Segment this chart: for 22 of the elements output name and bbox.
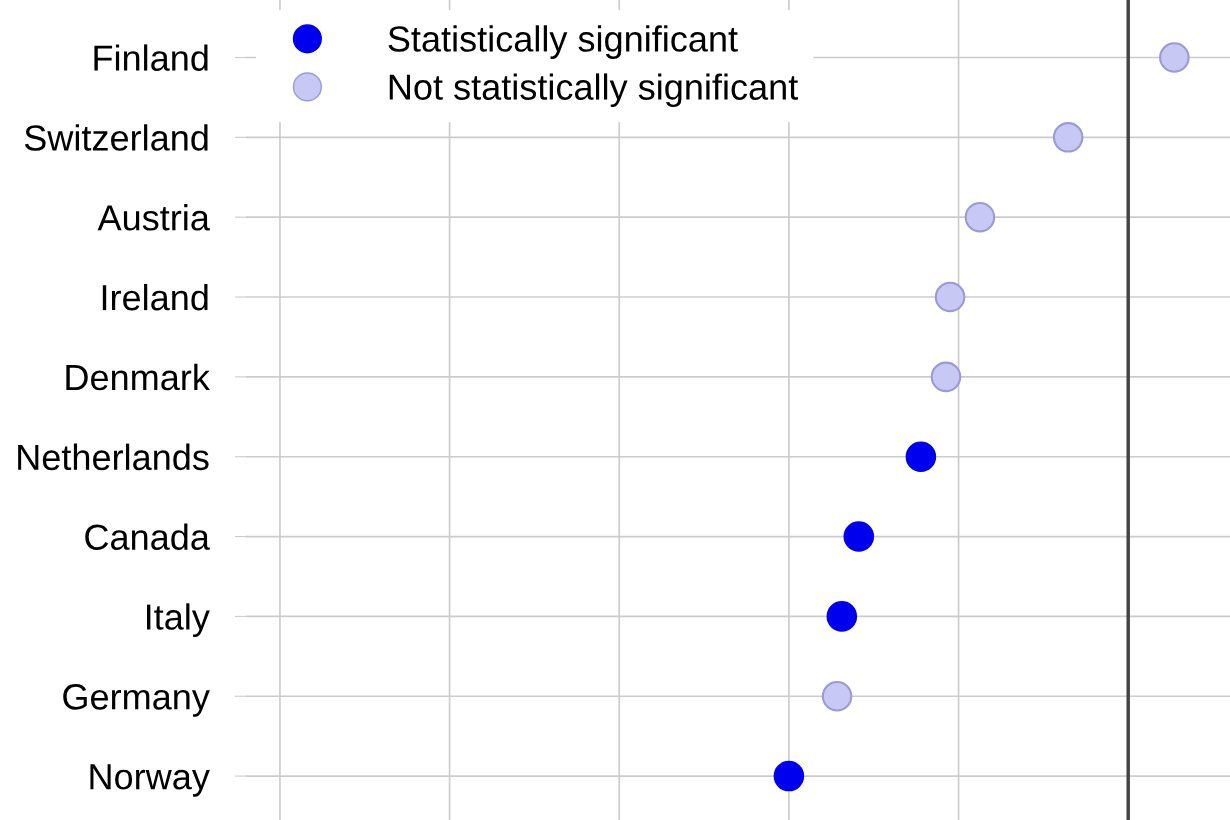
point	[1052, 122, 1084, 153]
point	[843, 521, 875, 552]
y-tick-label: Austria	[97, 204, 210, 231]
point	[934, 281, 966, 313]
y-tick-label: Canada	[85, 523, 210, 550]
y-tick-label: Netherlands	[18, 443, 209, 471]
y-tick-label: Finland	[94, 44, 208, 71]
point	[826, 601, 858, 632]
point	[821, 680, 853, 712]
point	[964, 201, 996, 233]
point	[905, 441, 937, 472]
legend-label: Not statistically significant	[389, 73, 798, 108]
point	[773, 760, 805, 792]
y-tick-label: Denmark	[66, 363, 210, 391]
legend-label: Statistically significant	[388, 25, 738, 59]
y-tick-label: Ireland	[102, 283, 208, 311]
point	[930, 361, 962, 393]
y-tick-label: Italy	[147, 603, 210, 637]
y-tick-label: Germany	[63, 684, 210, 717]
y-tick-label: Norway	[90, 764, 210, 797]
y-tick-label: Switzerland	[24, 124, 208, 151]
point	[1159, 42, 1190, 73]
